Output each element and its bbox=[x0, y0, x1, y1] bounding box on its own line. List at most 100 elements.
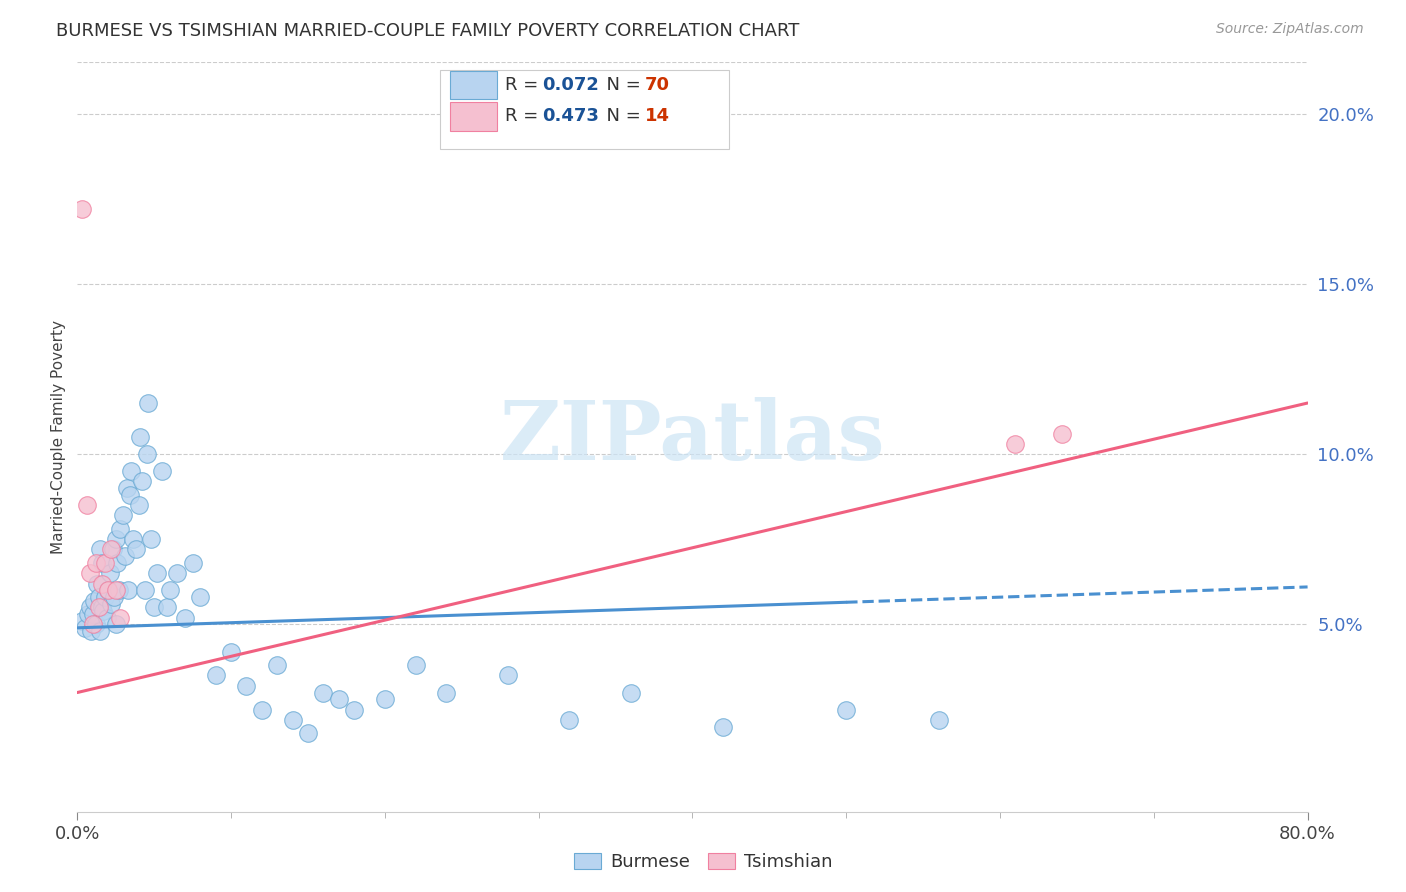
Point bbox=[108, 583, 131, 598]
Point bbox=[181, 556, 204, 570]
Point bbox=[94, 556, 117, 570]
Point bbox=[79, 600, 101, 615]
Point bbox=[250, 702, 273, 716]
Point bbox=[343, 702, 366, 716]
Text: N =: N = bbox=[595, 107, 647, 126]
Point bbox=[90, 556, 114, 570]
FancyBboxPatch shape bbox=[450, 103, 496, 130]
Point bbox=[166, 566, 188, 581]
Point bbox=[82, 607, 104, 622]
Point bbox=[131, 475, 153, 489]
Point bbox=[128, 498, 150, 512]
Text: R =: R = bbox=[506, 107, 544, 126]
Text: ZIPatlas: ZIPatlas bbox=[499, 397, 886, 477]
Point bbox=[174, 610, 197, 624]
Point bbox=[219, 645, 242, 659]
Point bbox=[374, 692, 396, 706]
Point bbox=[120, 464, 142, 478]
Point bbox=[89, 542, 111, 557]
Point bbox=[1004, 437, 1026, 451]
Point bbox=[135, 447, 157, 461]
Point bbox=[312, 685, 335, 699]
Point bbox=[134, 583, 156, 598]
FancyBboxPatch shape bbox=[450, 70, 496, 99]
Point bbox=[204, 668, 226, 682]
Point bbox=[97, 583, 120, 598]
Point bbox=[146, 566, 169, 581]
Point bbox=[297, 726, 319, 740]
Legend: Burmese, Tsimshian: Burmese, Tsimshian bbox=[567, 846, 839, 879]
Point bbox=[70, 614, 93, 628]
Point bbox=[620, 685, 643, 699]
Point bbox=[104, 617, 127, 632]
Point bbox=[90, 600, 114, 615]
Point bbox=[928, 713, 950, 727]
Y-axis label: Married-Couple Family Poverty: Married-Couple Family Poverty bbox=[51, 320, 66, 554]
Point bbox=[1050, 426, 1073, 441]
Point bbox=[835, 702, 858, 716]
Point bbox=[93, 604, 115, 618]
Point bbox=[101, 542, 124, 557]
Point bbox=[100, 542, 122, 557]
Point bbox=[114, 549, 136, 564]
Point bbox=[96, 610, 118, 624]
Point bbox=[558, 713, 581, 727]
Point bbox=[87, 590, 110, 604]
Point bbox=[129, 430, 152, 444]
Point bbox=[90, 576, 114, 591]
FancyBboxPatch shape bbox=[440, 70, 730, 149]
Point bbox=[84, 617, 107, 632]
Point bbox=[159, 583, 181, 598]
Point bbox=[436, 685, 458, 699]
Point bbox=[496, 668, 519, 682]
Point bbox=[104, 583, 127, 598]
Point bbox=[76, 498, 98, 512]
Point bbox=[89, 624, 111, 639]
Point bbox=[73, 621, 96, 635]
Point bbox=[110, 522, 132, 536]
Point bbox=[143, 600, 166, 615]
Text: 0.072: 0.072 bbox=[543, 76, 599, 94]
Point bbox=[87, 600, 110, 615]
Point bbox=[141, 533, 163, 547]
Point bbox=[104, 533, 127, 547]
Text: BURMESE VS TSIMSHIAN MARRIED-COUPLE FAMILY POVERTY CORRELATION CHART: BURMESE VS TSIMSHIAN MARRIED-COUPLE FAMI… bbox=[56, 22, 800, 40]
Text: R =: R = bbox=[506, 76, 544, 94]
Point bbox=[188, 590, 212, 604]
Point bbox=[125, 542, 148, 557]
Point bbox=[235, 679, 257, 693]
Point bbox=[82, 617, 104, 632]
Point bbox=[110, 610, 132, 624]
Text: N =: N = bbox=[595, 76, 647, 94]
Point bbox=[281, 713, 304, 727]
Point bbox=[100, 597, 122, 611]
Text: 0.473: 0.473 bbox=[543, 107, 599, 126]
Point bbox=[711, 720, 734, 734]
Point bbox=[136, 396, 159, 410]
Point bbox=[405, 658, 427, 673]
Text: Source: ZipAtlas.com: Source: ZipAtlas.com bbox=[1216, 22, 1364, 37]
Point bbox=[98, 566, 121, 581]
Point bbox=[117, 583, 139, 598]
Point bbox=[112, 508, 135, 523]
Point bbox=[94, 590, 117, 604]
Point bbox=[80, 624, 103, 639]
Point bbox=[103, 590, 125, 604]
Point bbox=[86, 576, 108, 591]
Point bbox=[266, 658, 288, 673]
Point bbox=[328, 692, 350, 706]
Point bbox=[70, 202, 93, 216]
Text: 14: 14 bbox=[644, 107, 669, 126]
Point bbox=[84, 556, 107, 570]
Point bbox=[150, 464, 173, 478]
Point bbox=[97, 583, 120, 598]
Point bbox=[83, 593, 105, 607]
Point bbox=[115, 481, 138, 495]
Point bbox=[155, 600, 177, 615]
Point bbox=[77, 607, 100, 622]
Point bbox=[118, 488, 141, 502]
Text: 70: 70 bbox=[644, 76, 669, 94]
Point bbox=[105, 556, 128, 570]
Point bbox=[79, 566, 101, 581]
Point bbox=[121, 533, 143, 547]
